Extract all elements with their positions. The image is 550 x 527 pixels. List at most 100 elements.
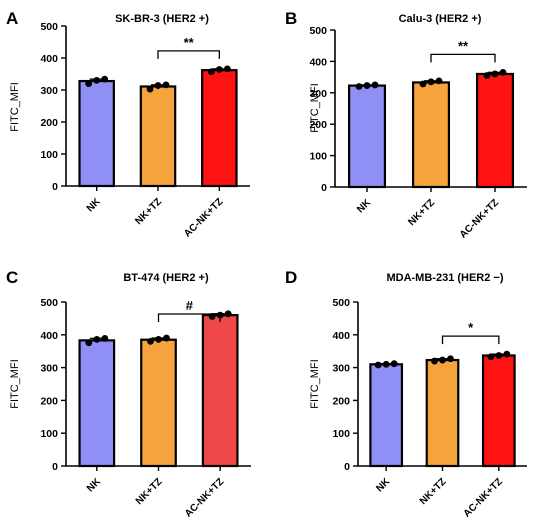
data-point — [363, 82, 371, 89]
data-point — [491, 70, 499, 78]
data-point — [483, 72, 491, 79]
y-tick-label: 400 — [40, 330, 58, 342]
data-point — [390, 360, 398, 368]
data-point — [101, 335, 109, 342]
data-point — [93, 77, 101, 84]
data-point — [85, 339, 93, 347]
data-point — [447, 355, 454, 363]
chart-panel-b: B Calu-3 (HER2 +) FITC_MFI 0 100 200 300 400 500… — [285, 9, 527, 241]
significance-bracket — [157, 50, 220, 59]
chart-panel-a: A SK-BR-3 (HER2 +) FITC_MFI 0 100 200 300 400 50… — [6, 9, 250, 240]
data-point — [503, 350, 511, 358]
x-tick-label: NK+TZ — [133, 196, 164, 227]
significance-bracket — [441, 335, 500, 345]
y-axis-label: FITC_MFI — [9, 359, 21, 409]
bar-nk — [78, 339, 116, 468]
y-axis-label: FITC_MFI — [309, 359, 321, 409]
x-tick-label: NK+TZ — [406, 197, 437, 228]
y-tick-label: 300 — [40, 85, 58, 97]
y-tick-label: 500 — [332, 297, 350, 309]
data-point — [207, 68, 215, 76]
y-tick-label: 200 — [332, 395, 350, 407]
y-tick-label: 500 — [309, 25, 327, 37]
y-tick-label: 200 — [309, 119, 327, 131]
data-point — [154, 82, 162, 89]
y-tick-label: 500 — [40, 21, 58, 33]
chart-panel-d: D MDA-MB-231 (HER2 −) FITC_MFI 0 100 200 300 40… — [285, 268, 527, 520]
bar-ac-nk-tz — [201, 314, 239, 468]
x-tick-label: NK — [85, 476, 104, 495]
bar-nk — [369, 363, 404, 468]
y-tick-label: 400 — [309, 56, 327, 68]
data-point — [374, 361, 382, 369]
x-tick-label: AC-NK+TZ — [183, 476, 226, 519]
chart-title: SK-BR-3 (HER2 +) — [115, 13, 209, 25]
data-point — [355, 83, 363, 90]
y-axis-label: FITC_MFI — [9, 82, 21, 132]
data-point — [499, 68, 507, 76]
significance-label: ** — [458, 38, 469, 53]
y-tick-label: 100 — [332, 428, 350, 440]
y-tick-label: 100 — [40, 149, 58, 161]
y-tick-label: 300 — [332, 363, 350, 375]
y-tick-label: 0 — [321, 182, 327, 194]
data-point — [224, 310, 232, 318]
y-tick-label: 400 — [40, 53, 58, 65]
bar-ac-nk-tz — [481, 354, 516, 468]
y-tick-label: 100 — [309, 151, 327, 163]
data-point — [382, 360, 390, 368]
x-tick-label: NK — [355, 197, 374, 216]
y-axis-label: FITC_MFI — [309, 83, 321, 133]
data-point — [431, 357, 438, 365]
chart-title: BT-474 (HER2 +) — [123, 272, 209, 284]
y-tick-label: 200 — [40, 395, 58, 407]
data-point — [215, 66, 223, 73]
y-tick-label: 500 — [40, 297, 58, 309]
bar-nk — [347, 84, 387, 189]
bar-ac-nk-tz — [475, 72, 515, 189]
x-tick-label: NK+TZ — [134, 476, 165, 507]
data-point — [85, 80, 93, 87]
y-tick-label: 100 — [40, 428, 58, 440]
panel-letter: C — [6, 268, 18, 287]
y-tick-label: 0 — [344, 461, 350, 473]
data-point — [487, 353, 495, 361]
data-point — [101, 75, 109, 83]
bar-ac-nk-tz — [201, 69, 238, 188]
bar-nk-tz — [425, 358, 460, 468]
data-point — [371, 81, 379, 89]
data-point — [147, 337, 154, 345]
significance-label: * — [468, 320, 474, 335]
y-tick-label: 200 — [40, 117, 58, 129]
bar-nk-tz — [140, 338, 177, 468]
chart-title: Calu-3 (HER2 +) — [399, 13, 482, 25]
chart-title: MDA-MB-231 (HER2 −) — [386, 272, 503, 284]
panel-letter: A — [6, 9, 18, 28]
data-point — [419, 80, 427, 88]
x-tick-label: AC-NK+TZ — [458, 197, 501, 240]
x-tick-label: AC-NK+TZ — [182, 196, 225, 239]
significance-bracket — [430, 53, 496, 63]
panel-letter: D — [285, 268, 297, 287]
data-point — [208, 313, 216, 320]
data-point — [146, 85, 154, 93]
significance-label: # — [186, 298, 194, 313]
data-point — [155, 335, 162, 343]
significance-bracket — [157, 313, 221, 322]
data-point — [495, 352, 503, 359]
data-point — [427, 78, 435, 86]
data-point — [223, 65, 231, 73]
bar-nk-tz — [139, 85, 177, 188]
data-point — [435, 77, 443, 85]
significance-label: ** — [184, 35, 195, 50]
data-point — [93, 335, 101, 343]
chart-panel-c: C BT-474 (HER2 +) FITC_MFI 0 100 200 300 400 500… — [6, 268, 251, 520]
bar-nk-tz — [411, 81, 451, 189]
x-tick-label: AC-NK+TZ — [462, 476, 505, 519]
bar-nk — [78, 79, 115, 188]
x-tick-label: NK — [374, 476, 393, 495]
y-tick-label: 300 — [309, 88, 327, 100]
data-point — [163, 334, 170, 342]
x-tick-label: NK+TZ — [418, 476, 449, 507]
